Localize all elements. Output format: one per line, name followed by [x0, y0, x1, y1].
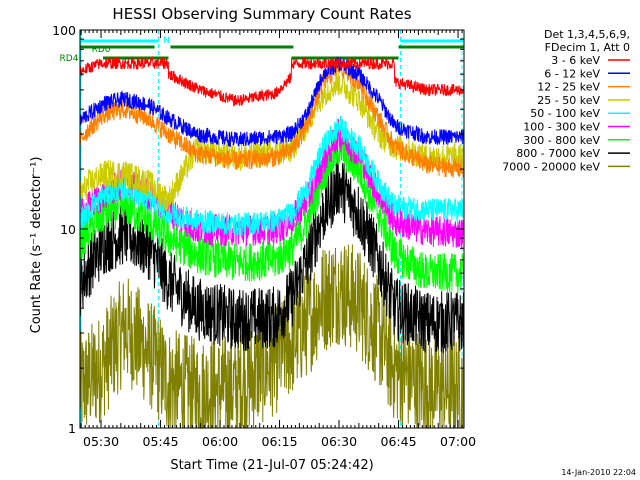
- series-line: [79, 115, 465, 236]
- x-tick-label: 05:45: [143, 434, 179, 449]
- x-tick-label: 07:00: [440, 434, 476, 449]
- y-tick-label: 1: [68, 421, 76, 436]
- x-tick-label: 06:15: [262, 434, 298, 449]
- footer-date: 14-Jan-2010 22:04: [561, 468, 636, 477]
- x-tick-label: 05:30: [83, 434, 119, 449]
- legend-label: 300 - 800 keV: [523, 134, 600, 147]
- y-tick-label: 10: [60, 222, 76, 237]
- y-tick-label: 100: [52, 23, 76, 38]
- series-line: [79, 155, 465, 354]
- legend-label: 25 - 50 keV: [537, 94, 600, 107]
- plot-area: N RD0 RD4: [60, 30, 465, 430]
- legend-header-line-2: FDecim 1, Att 0: [545, 41, 630, 54]
- legend-label: 50 - 100 keV: [530, 107, 600, 120]
- legend-header-line-1: Det 1,3,4,5,6,9,: [544, 28, 630, 41]
- x-tick-label: 06:45: [381, 434, 417, 449]
- x-tick-label: 06:30: [321, 434, 357, 449]
- x-axis-label: Start Time (21-Jul-07 05:24:42): [170, 458, 373, 473]
- annotation-label-n: N: [163, 36, 170, 46]
- legend-label: 800 - 7000 keV: [516, 147, 600, 160]
- series-line: [79, 132, 465, 294]
- legend-label: 12 - 25 keV: [537, 81, 600, 94]
- series-line: [79, 55, 465, 107]
- legend-label: 7000 - 20000 keV: [502, 160, 600, 173]
- annotation-label-rd4: RD4: [60, 54, 79, 64]
- legend-label: 6 - 12 keV: [544, 67, 600, 80]
- chart-title: HESSI Observing Summary Count Rates: [112, 5, 411, 23]
- series-line: [79, 56, 465, 148]
- y-axis-label: Count Rate (s⁻¹ detector⁻¹): [29, 157, 44, 334]
- x-tick-label: 06:00: [202, 434, 238, 449]
- annotation-label-rd0: RD0: [92, 45, 111, 55]
- legend-label: 100 - 300 keV: [523, 121, 600, 134]
- series-line: [79, 244, 465, 430]
- series-line: [79, 58, 465, 178]
- legend-label: 3 - 6 keV: [551, 54, 600, 67]
